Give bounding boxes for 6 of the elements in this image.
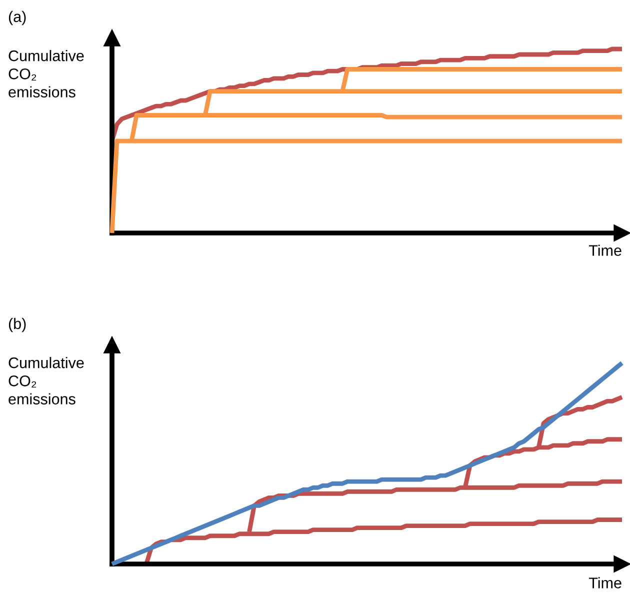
chart-title: (a) <box>8 10 26 26</box>
chart-title: (b) <box>8 318 26 332</box>
y-axis-title: Cumulative CO₂ emissions <box>8 50 84 98</box>
x-axis-title: Time <box>588 577 622 588</box>
x-axis-title: Time <box>588 244 622 256</box>
y-axis-title: Cumulative CO₂ emissions <box>8 357 84 404</box>
